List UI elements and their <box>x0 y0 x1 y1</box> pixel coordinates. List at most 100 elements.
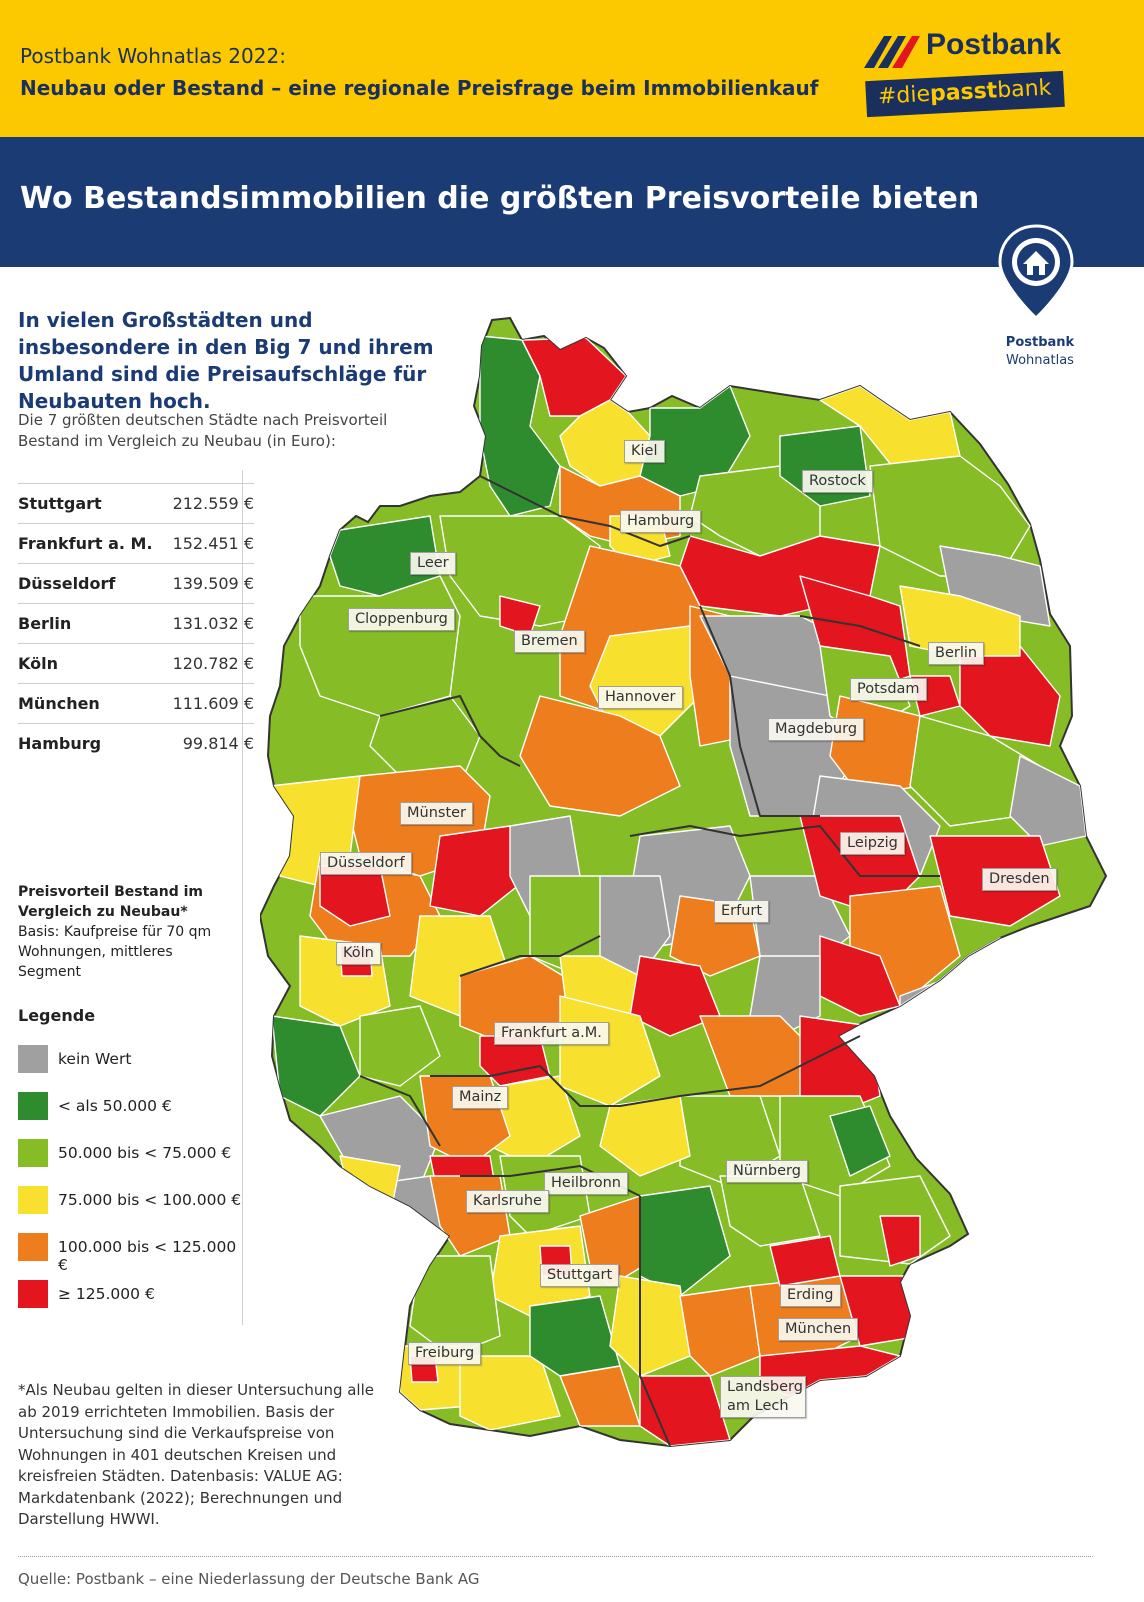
legend-swatch <box>18 1233 48 1261</box>
city-label: München <box>778 1318 859 1341</box>
legend-label: ≥ 125.000 € <box>58 1285 155 1303</box>
legend-label: < als 50.000 € <box>58 1097 172 1115</box>
city-label: Potsdam <box>850 678 927 701</box>
source-note: Quelle: Postbank – eine Niederlassung de… <box>18 1570 480 1588</box>
ranking-city: Düsseldorf <box>18 574 116 593</box>
lead-text: In vielen Großstädten und insbesondere i… <box>18 308 434 413</box>
table-row: Berlin 131.032 € <box>18 603 254 643</box>
legend-swatch <box>18 1045 48 1073</box>
legend-item: 75.000 bis < 100.000 € <box>18 1177 244 1224</box>
region-thueringen-west <box>599 875 671 977</box>
city-label: Freiburg <box>408 1342 482 1365</box>
city-label: Rostock <box>802 470 873 493</box>
ranking-city: Berlin <box>18 614 72 633</box>
legend-info: Preisvorteil Bestand im Vergleich zu Neu… <box>18 882 228 982</box>
tag-bold: passt <box>929 78 998 107</box>
legend-label: 50.000 bis < 75.000 € <box>58 1144 232 1162</box>
divider <box>242 470 243 1325</box>
legend-item: 100.000 bis < 125.000 € <box>18 1224 244 1274</box>
legend-info-title: Preisvorteil Bestand im Vergleich zu Neu… <box>18 884 203 920</box>
city-label: Hannover <box>598 686 683 709</box>
ranking-city: Frankfurt a. M. <box>18 534 153 553</box>
region-bonn <box>359 1005 441 1087</box>
legend-label: 100.000 bis < 125.000 € <box>58 1238 237 1274</box>
table-row: Hamburg 99.814 € <box>18 723 254 763</box>
header-line-2: Neubau oder Bestand – eine regionale Pre… <box>20 76 819 100</box>
city-label: Stuttgart <box>540 1264 620 1287</box>
ranking-value: 111.609 € <box>172 694 254 713</box>
region-niederbayern-east <box>879 1215 921 1267</box>
legend-swatch <box>18 1139 48 1167</box>
germany-map: Kiel Rostock Hamburg Leer Cloppenburg Br… <box>260 316 1140 1546</box>
legend-info-basis: Basis: Kaufpreise für 70 qm Wohnungen, m… <box>18 924 212 980</box>
region-thueringen-south <box>629 955 721 1037</box>
house-pin-icon <box>998 224 1074 321</box>
region-rlp-south <box>339 1155 401 1217</box>
table-row: Frankfurt a. M. 152.451 € <box>18 523 254 563</box>
city-label: Leer <box>410 552 456 575</box>
banner-title: Wo Bestandsimmobilien die größten Preisv… <box>20 181 980 216</box>
city-label: Leipzig <box>840 832 905 855</box>
city-label: Kiel <box>624 440 665 463</box>
legend-item: < als 50.000 € <box>18 1083 244 1130</box>
region-nds-west <box>299 575 461 717</box>
legend-label: 75.000 bis < 100.000 € <box>58 1191 242 1209</box>
city-label: Erding <box>780 1284 841 1307</box>
ranking-city: Stuttgart <box>18 494 102 513</box>
pin-label: Postbank Wohnatlas <box>980 334 1100 370</box>
city-label: Erfurt <box>714 900 770 923</box>
legend-item: ≥ 125.000 € <box>18 1271 244 1318</box>
region-lausitz <box>1009 755 1087 847</box>
legend-item: 50.000 bis < 75.000 € <box>18 1130 244 1177</box>
legend-label: kein Wert <box>58 1050 132 1068</box>
ranking-city: Hamburg <box>18 734 102 753</box>
region-landsberg <box>679 1285 761 1377</box>
region-schwaben <box>609 1275 691 1377</box>
region-nds-south <box>519 695 681 817</box>
table-row: Stuttgart 212.559 € <box>18 483 254 523</box>
city-label: Hamburg <box>620 510 702 533</box>
city-label: Magdeburg <box>768 718 865 741</box>
city-label: Nürnberg <box>726 1160 808 1183</box>
city-label: Frankfurt a.M. <box>494 1022 609 1045</box>
region-mv-east <box>869 455 1031 577</box>
city-label: Bremen <box>514 630 585 653</box>
city-label: Düsseldorf <box>320 852 412 875</box>
legend-item: kein Wert <box>18 1036 244 1083</box>
legend-swatch <box>18 1092 48 1120</box>
legend: kein Wert < als 50.000 € 50.000 bis < 75… <box>18 1036 244 1318</box>
tag-prefix: #die <box>877 81 931 110</box>
city-label: Münster <box>400 802 474 825</box>
ranking-value: 212.559 € <box>172 494 254 513</box>
ranking-table: Stuttgart 212.559 € Frankfurt a. M. 152.45… <box>18 483 254 763</box>
postbank-logo: Postbank #diepasstbank <box>862 24 1122 120</box>
city-label: Köln <box>336 942 381 965</box>
pin-label-line1: Postbank <box>1005 335 1075 350</box>
legend-swatch <box>18 1186 48 1214</box>
pin-label-line2: Wohnatlas <box>1006 353 1074 368</box>
ranking-value: 120.782 € <box>172 654 254 673</box>
ranking-value: 139.509 € <box>172 574 254 593</box>
city-label: Cloppenburg <box>348 608 455 631</box>
divider <box>18 1556 1093 1557</box>
legend-swatch <box>18 1280 48 1308</box>
ranking-value: 131.032 € <box>172 614 254 633</box>
ranking-value: 99.814 € <box>182 734 254 753</box>
header-bar: Postbank Wohnatlas 2022: Neubau oder Bes… <box>0 0 1144 137</box>
region-owl <box>429 825 531 917</box>
region-bodensee <box>459 1355 561 1431</box>
region-oberpfalz-east <box>829 1105 891 1177</box>
ranking-city: München <box>18 694 100 713</box>
footnote: *Als Neubau gelten in dieser Untersuchun… <box>18 1381 374 1528</box>
city-label: Berlin <box>928 642 985 665</box>
postbank-wing-icon <box>864 36 920 68</box>
table-row: Düsseldorf 139.509 € <box>18 563 254 603</box>
germany-choropleth <box>260 316 1108 1448</box>
city-label: Mainz <box>452 1086 509 1109</box>
header-line-1: Postbank Wohnatlas 2022: <box>20 44 286 68</box>
tag-suffix: bank <box>996 75 1052 104</box>
title-banner: Wo Bestandsimmobilien die größten Preisv… <box>0 137 1144 267</box>
city-label: Dresden <box>982 868 1057 891</box>
city-label: Karlsruhe <box>466 1190 549 1213</box>
table-row: Köln 120.782 € <box>18 643 254 683</box>
